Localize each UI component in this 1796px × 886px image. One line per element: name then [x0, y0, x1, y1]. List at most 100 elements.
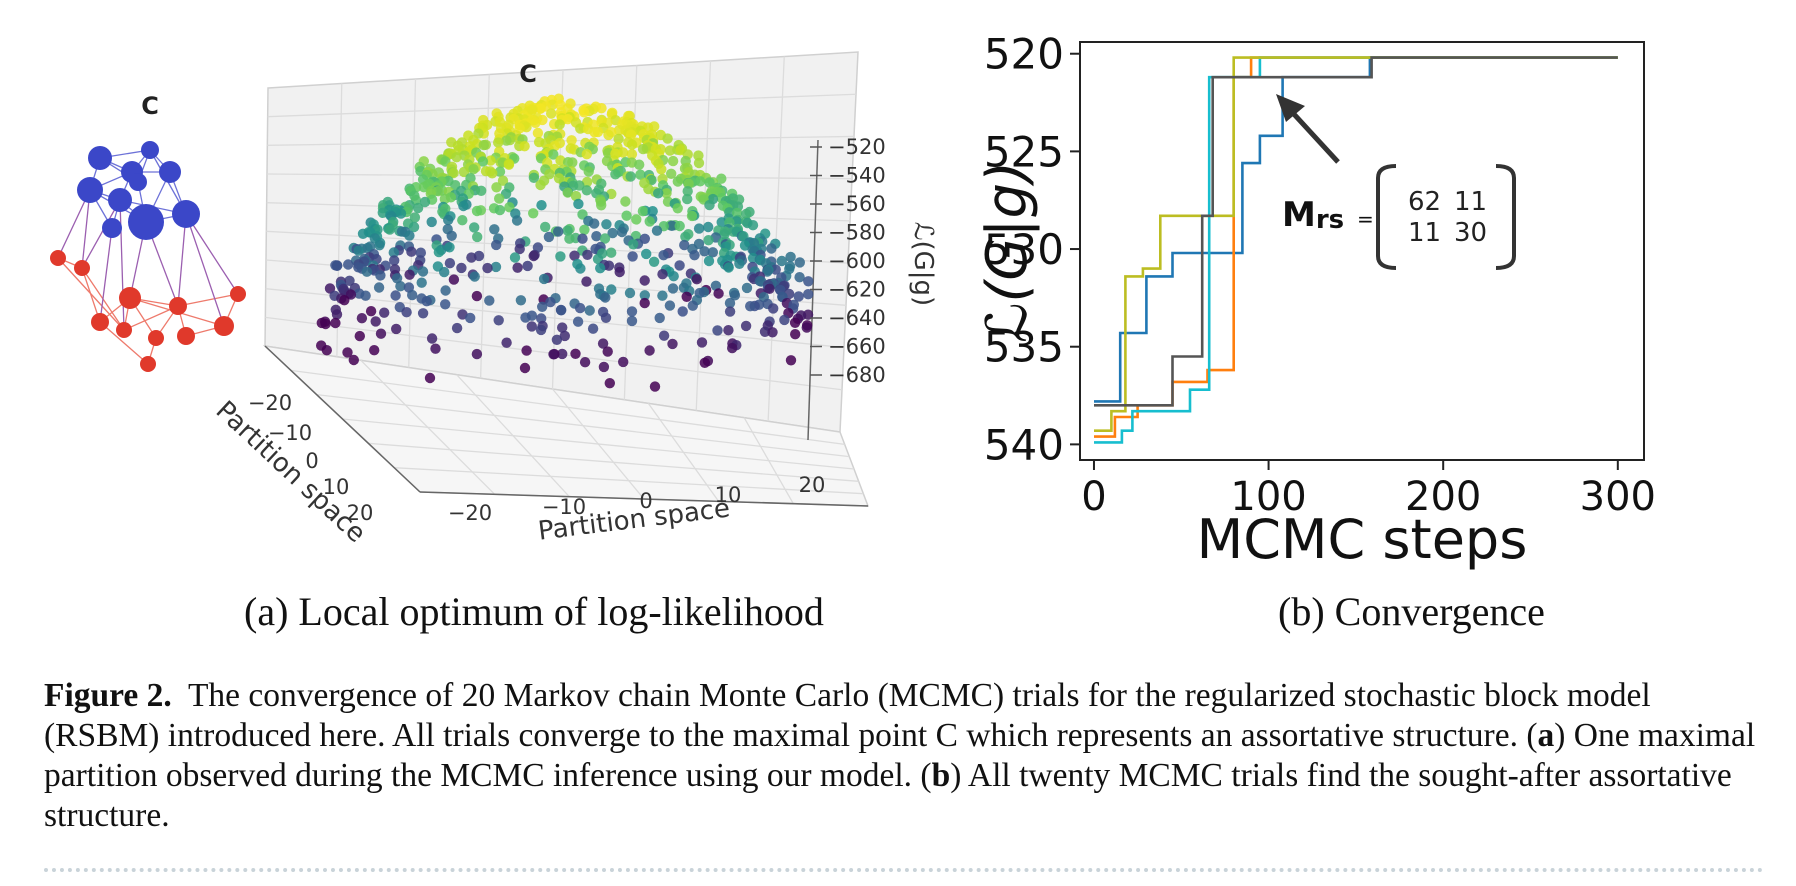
scatter-point: [785, 355, 797, 366]
scatter-point: [601, 219, 612, 230]
network-graph: C: [50, 92, 246, 372]
scatter-point: [747, 220, 759, 231]
scatter-point: [574, 302, 586, 314]
scatter-point: [581, 149, 592, 160]
network-node: [50, 250, 66, 266]
series-line: [1094, 56, 1618, 444]
z-axis-label: ℒ(G|g): [908, 222, 938, 306]
z-tick-label: −540: [828, 164, 886, 188]
scatter-point: [487, 168, 498, 179]
network-edge: [123, 305, 179, 331]
scatter-point: [569, 250, 580, 261]
scatter-point: [794, 272, 805, 283]
scatter-point: [803, 276, 814, 287]
scatter-point: [433, 246, 445, 258]
scatter-point: [716, 217, 727, 228]
scatter-point: [493, 137, 504, 148]
scatter-point: [406, 246, 417, 257]
scatter-point: [369, 345, 380, 356]
scatter-point: [553, 226, 564, 237]
scatter-point: [573, 198, 584, 210]
scatter-point: [578, 107, 590, 118]
scatter-point: [354, 330, 365, 342]
network-node: [88, 146, 112, 170]
scatter-point: [424, 372, 436, 384]
y-tick-label: 10: [323, 475, 350, 499]
scatter-point: [776, 255, 787, 267]
z-tick-label: −520: [828, 135, 886, 159]
scatter-point: [597, 338, 609, 349]
network-edge: [177, 293, 239, 307]
scatter-point: [471, 348, 483, 360]
network-node: [141, 141, 159, 159]
scatter-point: [759, 326, 771, 337]
scatter-point: [575, 263, 586, 274]
scatter-point: [658, 330, 670, 341]
scatter-point: [600, 312, 612, 323]
scatter-point: [677, 306, 688, 317]
scatter-point: [610, 169, 621, 180]
z-tick-label: −640: [828, 306, 886, 330]
scatter-point: [320, 318, 331, 330]
z-tick-label: −560: [828, 192, 886, 216]
scatter-point: [528, 250, 539, 262]
network-node: [129, 173, 147, 191]
scatter-point: [451, 322, 463, 334]
network-node: [102, 218, 122, 238]
x-axis-ticks: −20 −10 0 10 20: [448, 473, 826, 525]
z-axis-ticks: −520 −540 −560 −580 −600 −620 −640 −660 −680: [810, 135, 886, 387]
scatter-point: [324, 283, 336, 294]
scatter-point: [703, 221, 714, 233]
scatter-point: [626, 139, 638, 150]
scatter-point: [353, 245, 364, 256]
scatter-point: [764, 283, 775, 294]
scatter-point: [391, 273, 403, 284]
scatter-point: [557, 322, 568, 333]
network-edge: [185, 213, 225, 327]
scatter-point: [651, 225, 663, 236]
scatter-point: [668, 271, 679, 282]
scatter-point: [644, 216, 655, 227]
network-node: [128, 204, 164, 240]
scatter-point: [589, 127, 600, 138]
network-edge: [185, 213, 239, 295]
scatter-point: [514, 243, 525, 255]
scatter-point: [625, 171, 636, 182]
z-tick-label: −600: [828, 249, 886, 273]
scatter-point: [626, 306, 638, 317]
scatter-point: [657, 290, 668, 301]
scatter-point: [674, 220, 685, 232]
scatter-point: [528, 208, 539, 219]
scatter-point: [404, 269, 415, 280]
scatter-point: [417, 308, 429, 319]
scatter-point: [770, 264, 781, 275]
scatter-point: [649, 381, 661, 392]
y-tick-label: −520: [980, 30, 1064, 79]
scatter-point: [494, 166, 506, 177]
scatter-point: [648, 256, 660, 267]
plot3d-label: C: [519, 60, 537, 88]
scatter-point: [579, 224, 590, 235]
scatter-point: [583, 166, 594, 177]
scatter-point: [519, 141, 530, 152]
scatter-point: [603, 129, 614, 141]
scatter-point: [395, 208, 407, 219]
scatter-point: [530, 117, 541, 128]
scatter-point: [375, 270, 386, 281]
scatter-point: [637, 143, 649, 155]
scatter-point: [503, 159, 515, 170]
scatter-point: [699, 357, 710, 368]
scatter-point: [598, 361, 610, 373]
scatter-point: [417, 266, 429, 277]
scatter-point: [562, 225, 573, 236]
scatter-point: [637, 206, 649, 217]
scatter-point: [321, 345, 332, 356]
x-tick-label: 200: [1405, 474, 1481, 520]
scatter-point: [446, 230, 457, 241]
network-edge: [119, 199, 125, 331]
network-node: [108, 188, 132, 212]
network-node: [214, 316, 234, 336]
scatter-point: [520, 312, 531, 323]
